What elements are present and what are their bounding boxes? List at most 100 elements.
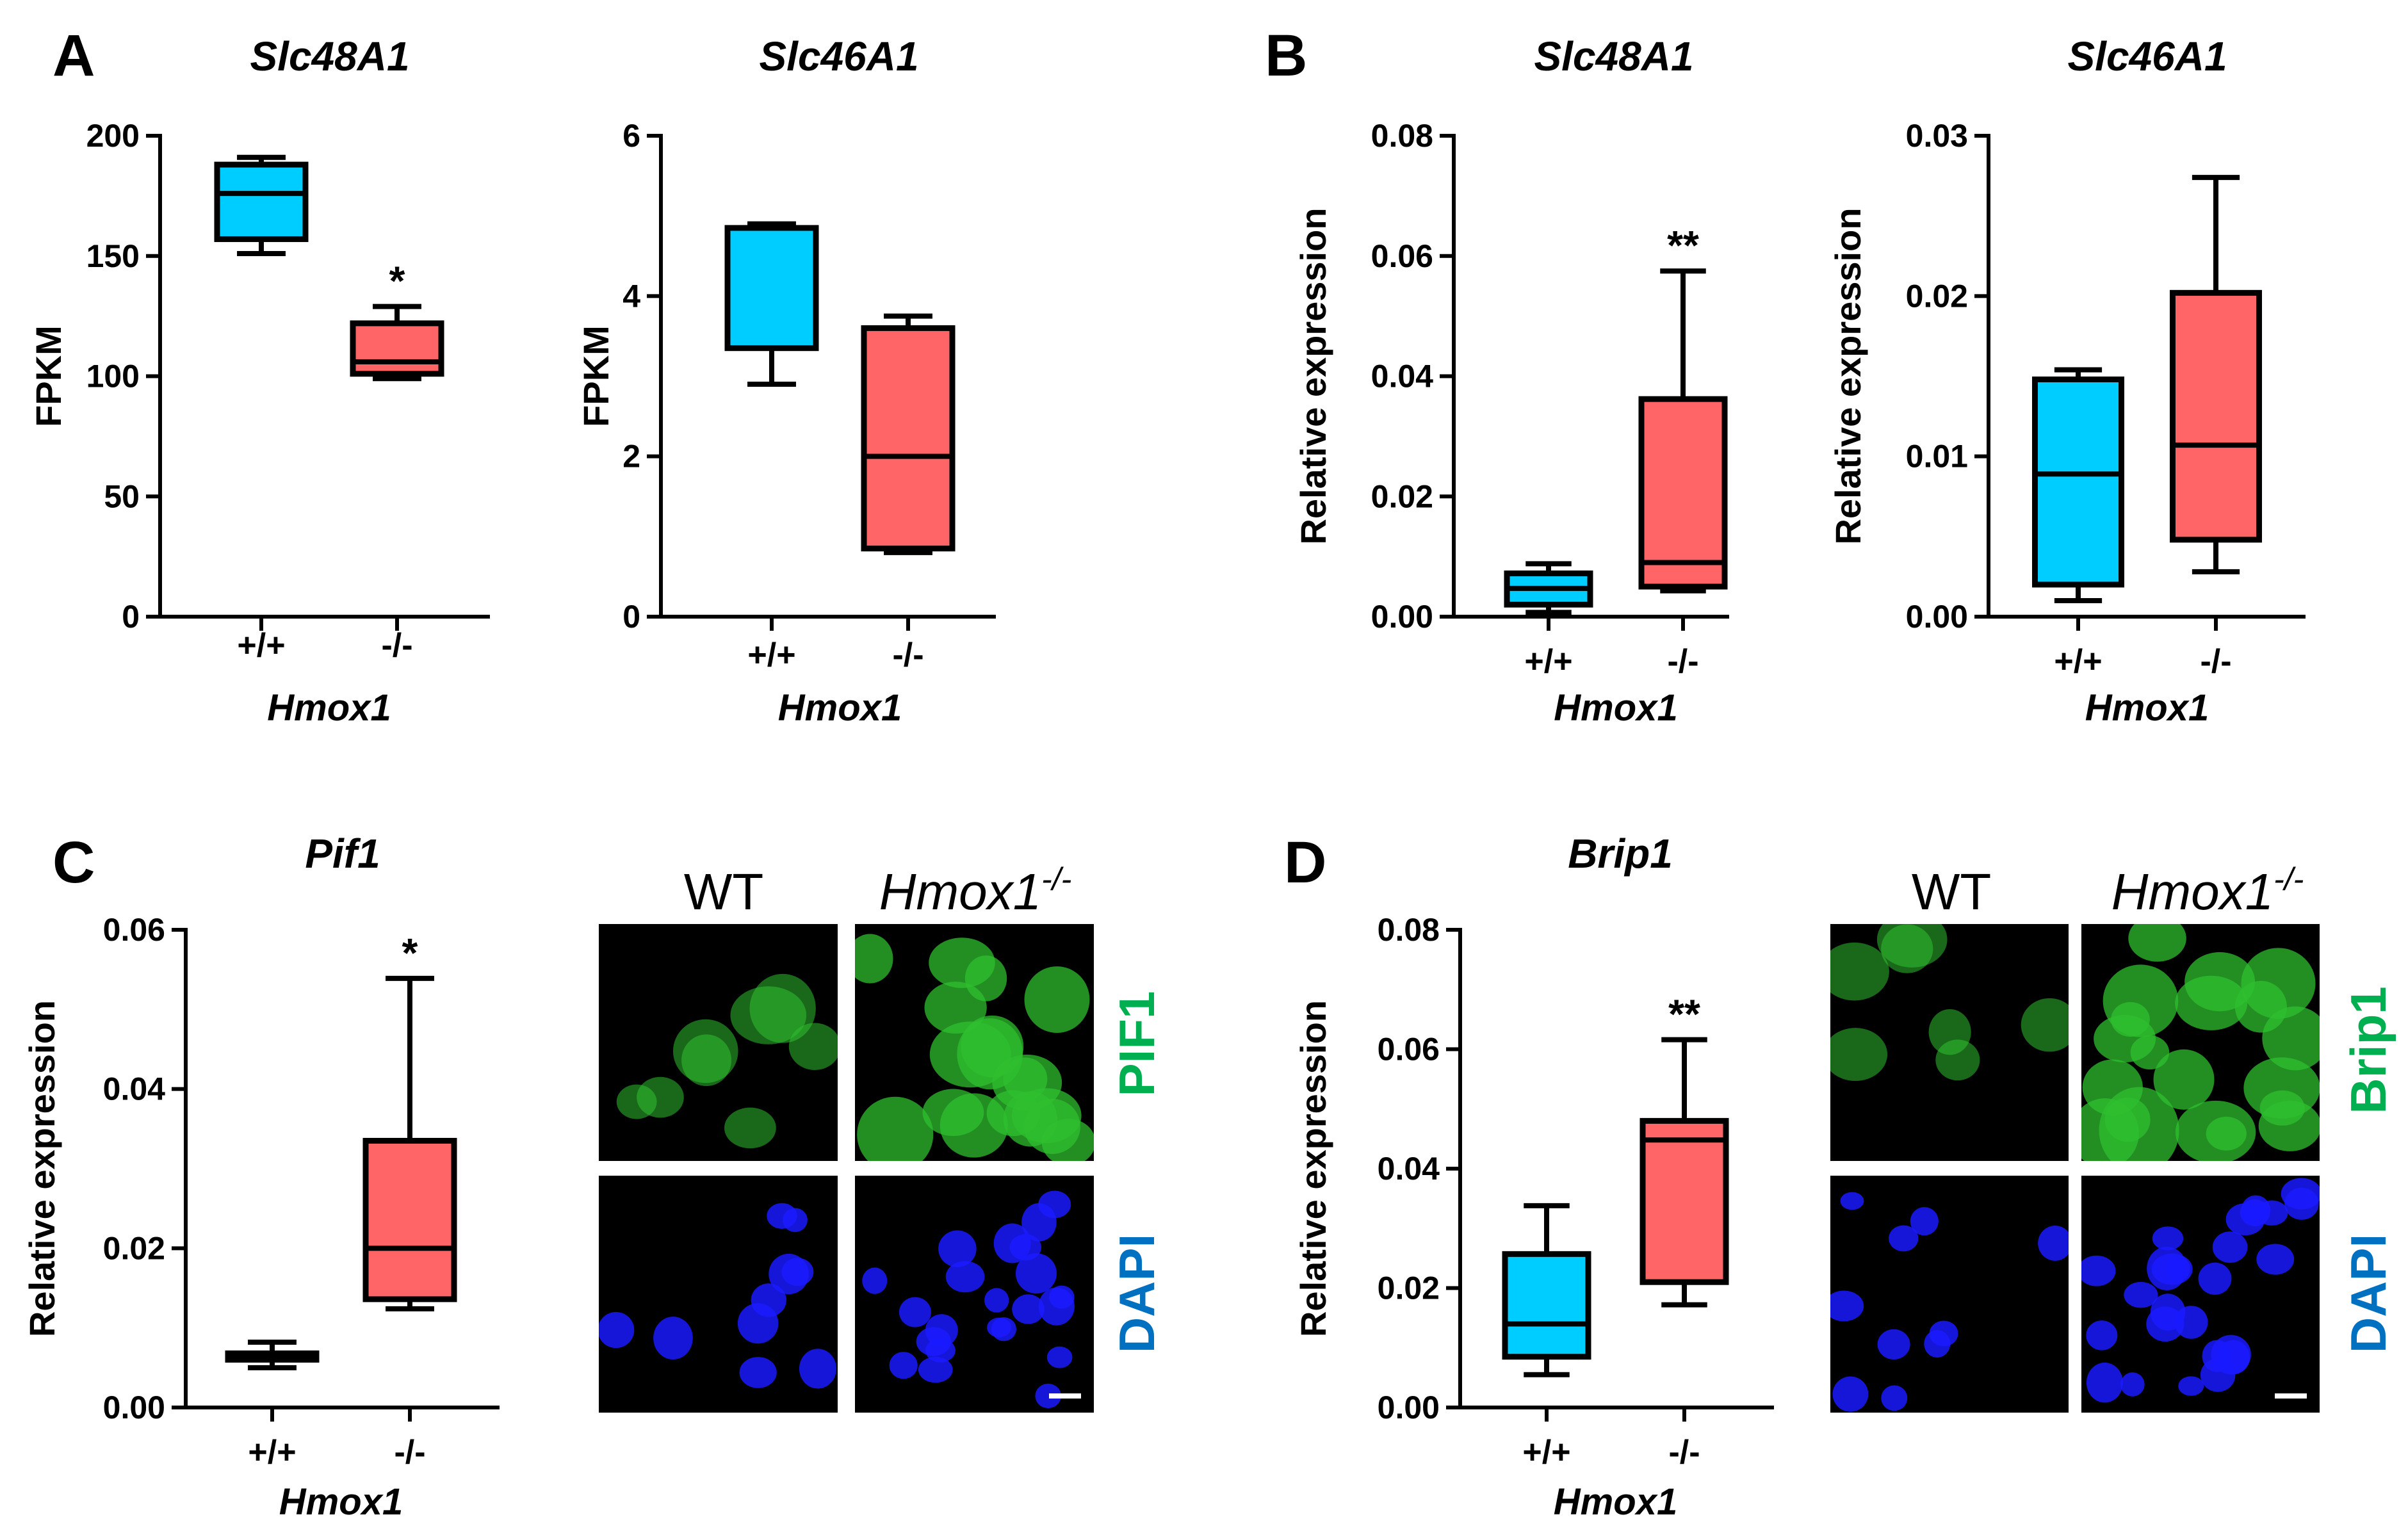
- cell: [2178, 1376, 2204, 1396]
- green-micrograph-wt: [1830, 924, 2069, 1161]
- row-label-blue: DAPI: [2340, 1234, 2396, 1353]
- box-wt: [1502, 1251, 1591, 1360]
- x-category-label: -/-: [2200, 643, 2231, 680]
- y-tick-label: 0.00: [1906, 599, 1968, 635]
- chart-title: Pif1: [305, 831, 380, 877]
- cell-group: [599, 1203, 836, 1389]
- cell: [751, 1283, 786, 1317]
- cell: [2184, 952, 2256, 1012]
- cell: [599, 1311, 635, 1349]
- cell: [1830, 1028, 1888, 1082]
- box-wt: [724, 225, 819, 352]
- y-axis-title: FPKM: [576, 325, 616, 427]
- cell: [1830, 942, 1889, 1001]
- box-wt: [2032, 377, 2124, 588]
- y-tick-label: 0.02: [103, 1230, 165, 1266]
- chart-title: Slc48A1: [250, 33, 409, 79]
- blue-micrograph-wt: [599, 1176, 838, 1413]
- tile-background: [1830, 1176, 2069, 1413]
- x-category-label: -/-: [381, 627, 412, 664]
- y-tick-label: 0.00: [1371, 599, 1433, 635]
- cell-group: [2081, 1178, 2320, 1403]
- y-tick-label: 50: [104, 478, 140, 514]
- cell: [2262, 1006, 2320, 1071]
- y-axis-title: Relative expression: [1293, 1000, 1333, 1337]
- cell: [924, 981, 987, 1034]
- chart-c-pif1: Pif1 Relative expression 0.00 0.02 0.04 0.06 +…: [22, 831, 500, 1523]
- blue-micrograph-ko: [855, 1176, 1094, 1413]
- box-ko: [1639, 1117, 1729, 1285]
- cell: [2256, 1244, 2295, 1275]
- chart-b-slc48a1: Slc48A1 Relative expression 0.00 0.02 0.04 0.…: [1293, 33, 1729, 729]
- cell: [1035, 1383, 1062, 1409]
- y-tick-label: 0.04: [103, 1071, 166, 1107]
- box-wt: [214, 161, 309, 242]
- x-axis-title: Hmox1: [2085, 687, 2209, 729]
- x-axis-title: Hmox1: [778, 687, 902, 729]
- y-tick-label: 0.02: [1906, 278, 1968, 314]
- cell: [2128, 924, 2186, 962]
- x-category-label: -/-: [1668, 1434, 1700, 1471]
- x-axis-title: Hmox1: [279, 1481, 403, 1523]
- y-tick-label: 150: [86, 238, 140, 274]
- cell: [1012, 1294, 1045, 1324]
- micrograph-grid-d: WT Hmox1-/- Brip1 DAPI: [1830, 861, 2396, 1413]
- cell: [2111, 1002, 2150, 1037]
- box-ko: [2170, 289, 2262, 543]
- x-category-label: +/+: [237, 627, 285, 664]
- cell-group: [855, 934, 1094, 1161]
- cell: [2259, 1090, 2305, 1126]
- x-axis-title: Hmox1: [1554, 687, 1677, 729]
- cell: [1016, 1253, 1057, 1294]
- scale-bar: [2275, 1393, 2307, 1399]
- y-tick-label: 0.06: [1378, 1032, 1440, 1067]
- cell: [1877, 1329, 1910, 1360]
- cell: [2151, 1253, 2193, 1285]
- x-category-label: -/-: [394, 1434, 425, 1471]
- y-tick-label: 0: [622, 599, 640, 635]
- cell: [1881, 924, 1933, 973]
- cell: [1023, 1098, 1080, 1155]
- cell: [1038, 1287, 1075, 1326]
- col-header-wt: WT: [684, 863, 763, 920]
- cell: [2086, 1320, 2118, 1350]
- y-tick-label: 0.08: [1378, 912, 1440, 948]
- cell: [1889, 1225, 1919, 1252]
- cell-group: [1830, 1192, 2069, 1412]
- x-category-label: -/-: [892, 637, 923, 674]
- chart-title: Slc46A1: [759, 33, 918, 79]
- y-tick-label: 0.00: [1378, 1390, 1440, 1425]
- significance-mark: **: [1668, 991, 1700, 1037]
- cell: [2241, 948, 2316, 1019]
- cell: [1910, 1207, 1939, 1236]
- cell: [2198, 1262, 2232, 1295]
- x-category-label: -/-: [1667, 643, 1698, 680]
- y-tick-label: 0.02: [1371, 478, 1433, 514]
- chart-a-slc46a1: Slc46A1 FPKM 0 2 4 6 +/+ -/- Hmox1: [576, 33, 996, 729]
- cell-group: [1830, 924, 2069, 1082]
- cell: [1024, 966, 1090, 1034]
- x-category-label: +/+: [1524, 643, 1572, 680]
- cell-group: [862, 1190, 1075, 1409]
- cell: [672, 1019, 738, 1083]
- blue-micrograph-ko: [2081, 1176, 2320, 1413]
- cell: [2124, 1281, 2158, 1308]
- cell-group: [616, 973, 838, 1149]
- y-tick-label: 0.06: [1371, 238, 1433, 274]
- cell: [2086, 1362, 2123, 1403]
- cell: [993, 1223, 1031, 1263]
- green-micrograph-wt: [599, 924, 838, 1161]
- cell: [857, 1096, 934, 1161]
- col-header-wt: WT: [1912, 863, 1991, 920]
- y-tick-label: 0.04: [1371, 359, 1434, 394]
- cell: [653, 1317, 693, 1360]
- cell: [2021, 998, 2069, 1052]
- row-label-blue: DAPI: [1109, 1234, 1165, 1353]
- cell: [2081, 1255, 2116, 1286]
- panel-letter-c: C: [53, 830, 95, 895]
- x-category-label: +/+: [747, 637, 795, 674]
- significance-mark: *: [389, 258, 405, 304]
- cell: [889, 1352, 918, 1379]
- cell: [1021, 1203, 1057, 1242]
- row-label-green: Brip1: [2340, 986, 2396, 1114]
